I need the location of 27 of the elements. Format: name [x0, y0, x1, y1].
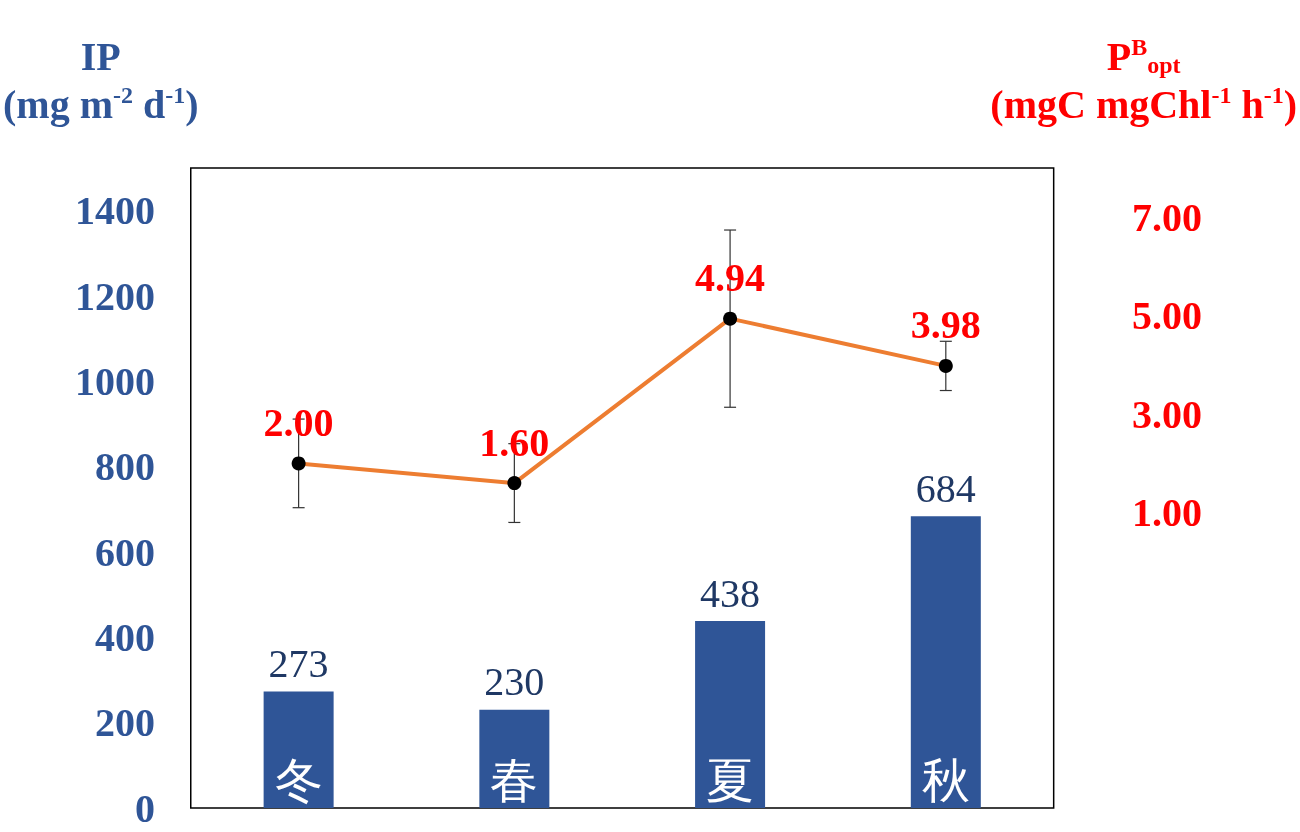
data-label: 684: [915, 465, 976, 511]
bar: [695, 621, 766, 808]
y-tick-label: 600: [95, 529, 155, 575]
data-label: 4.94: [695, 255, 766, 301]
data-label: 438: [700, 570, 761, 616]
y2-tick-label: 3.00: [1132, 391, 1202, 437]
y-tick-label: 1200: [75, 273, 155, 319]
x-tick-label: 春: [490, 753, 539, 807]
y2-tick-label: 1.00: [1132, 490, 1202, 536]
y2-tick-label: 7.00: [1132, 194, 1202, 240]
y-tick-label: 1000: [75, 358, 155, 404]
x-tick-label: 秋: [921, 753, 970, 807]
x-tick-label: 冬: [274, 753, 323, 807]
data-label: 3.98: [910, 302, 981, 348]
bar: [263, 691, 334, 808]
x-tick-label: 夏: [706, 753, 755, 807]
y-tick-label: 400: [95, 614, 155, 660]
y-tick-label: 200: [95, 700, 155, 746]
y-tick-label: 1400: [75, 188, 155, 234]
data-label: 230: [484, 659, 545, 705]
data-label: 2.00: [263, 399, 334, 445]
y-tick-label: 800: [95, 444, 155, 490]
y2-tick-label: 5.00: [1132, 293, 1202, 339]
data-label: 1.60: [479, 419, 550, 465]
y-tick-label: 0: [135, 785, 155, 831]
data-label: 273: [268, 641, 329, 687]
bar: [910, 516, 981, 808]
